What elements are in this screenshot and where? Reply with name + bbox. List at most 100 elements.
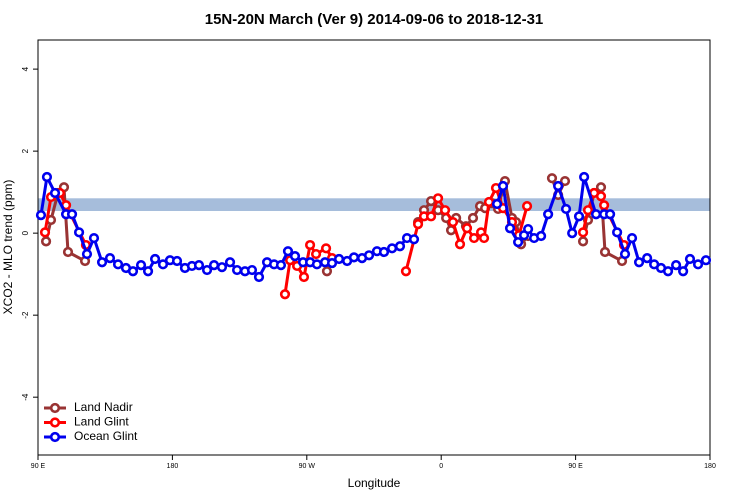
legend-label: Land Nadir [74,400,133,414]
data-point [171,255,183,267]
x-tick-label: 90 E [568,463,583,470]
data-point [454,239,466,250]
data-point [66,209,78,220]
data-point [311,259,323,270]
data-point [439,205,451,216]
data-point [633,257,645,268]
y-tick-label: -2 [21,311,30,319]
data-point [478,232,490,244]
legend-marker [49,431,61,443]
data-point [378,246,390,258]
data-point [333,253,345,265]
data-point [504,223,516,234]
data-point [678,266,689,277]
x-axis-label: Longitude [348,476,401,490]
data-point [363,250,375,261]
data-point [400,266,412,277]
data-point [104,253,116,264]
data-point [432,193,444,204]
data-point [467,212,479,224]
data-point [692,259,704,270]
data-point [582,205,594,216]
data-point [543,209,554,220]
data-point [386,243,398,254]
data-point [577,227,589,238]
data-point [700,255,712,266]
data-point [39,227,51,238]
data-point [553,180,564,192]
data-point [298,271,310,283]
data-point [253,271,265,283]
data-point [304,239,316,251]
data-point [201,264,213,276]
data-point [279,289,291,300]
data-point [149,253,161,265]
x-tick-label: 90 E [31,463,46,470]
data-point [321,266,333,277]
legend-label: Land Glint [74,415,129,429]
data-point [157,259,169,270]
y-axis-label: XCO2 - MLO trend (ppm) [1,180,15,315]
data-point [595,191,607,202]
data-point [573,211,585,222]
x-tick-label: 180 [167,463,179,470]
data-point [595,182,607,193]
data-point [671,260,682,271]
data-point [326,257,338,269]
data-point [559,175,571,187]
data-point [619,248,631,260]
data-point [497,180,509,192]
data-point [81,248,93,260]
data-point [447,216,459,228]
data-point [35,210,47,221]
data-point [216,262,228,273]
data-point [521,200,533,212]
data-point [231,264,243,276]
data-point [513,237,524,248]
data-point [626,232,638,244]
data-point [282,246,294,257]
data-point [684,253,696,265]
data-point [560,203,572,215]
data-point [599,200,610,211]
data-point [523,223,534,235]
data-point [662,266,674,277]
x-tick-label: 180 [704,463,716,470]
x-tick-label: 90 W [299,463,316,470]
y-tick-label: 0 [21,230,30,235]
data-point [40,236,52,247]
data-point [49,187,61,199]
legend-marker [49,417,61,428]
data-point [604,209,616,220]
data-point [425,211,437,222]
data-point [348,252,360,263]
legend-marker [49,402,61,414]
data-point [62,246,74,258]
data-point [224,257,236,268]
data-point [96,257,108,268]
data-point [41,171,53,183]
data-point [208,260,220,271]
data-point [320,243,332,254]
data-point [599,246,611,258]
data-point [483,196,495,208]
reference-band [38,198,710,212]
data-point [310,248,322,260]
data-point [127,266,139,277]
plot-frame [37,39,711,456]
y-tick-label: 4 [21,66,30,71]
data-point [142,266,154,277]
data-point [289,251,301,262]
data-point [536,230,547,242]
data-point [546,173,558,184]
series-line [44,177,623,263]
data-point [567,228,578,239]
y-tick-label: -4 [21,393,30,401]
data-point [642,253,653,264]
data-point [73,227,85,238]
data-point [412,219,424,230]
chart-title: 15N-20N March (Ver 9) 2014-09-06 to 2018… [205,11,544,28]
data-point [246,264,258,276]
data-point [193,260,205,271]
